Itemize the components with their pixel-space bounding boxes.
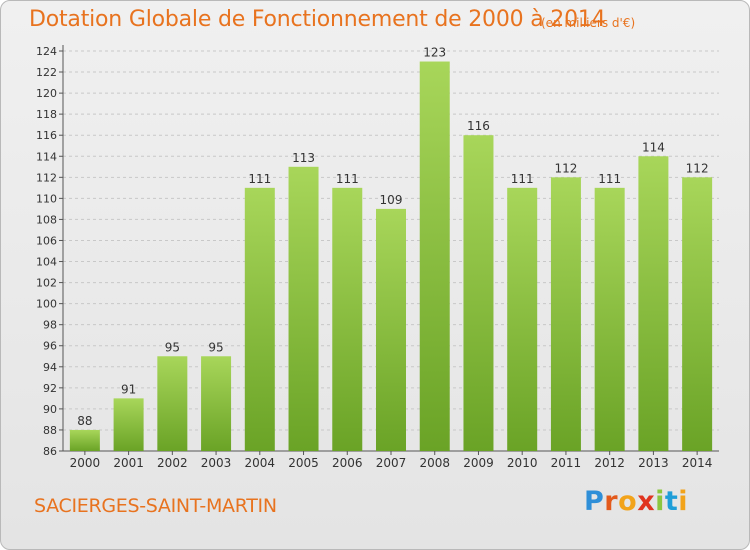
y-tick-label: 88 (43, 424, 57, 437)
x-tick-label: 2010 (507, 456, 538, 470)
y-tick-label: 118 (36, 108, 57, 121)
logo-letter: o (618, 486, 638, 517)
y-tick-label: 92 (43, 382, 57, 395)
bar (332, 187, 363, 451)
x-tick-label: 2008 (419, 456, 450, 470)
x-tick-label: 2011 (551, 456, 582, 470)
bar (288, 166, 319, 451)
bar-value-label: 112 (686, 161, 709, 175)
bar-value-label: 123 (423, 46, 446, 60)
bar-value-label: 111 (336, 172, 359, 186)
chart-title: Dotation Globale de Fonctionnement de 20… (29, 7, 606, 32)
x-tick-label: 2002 (157, 456, 188, 470)
x-tick-label: 2014 (682, 456, 713, 470)
bars (69, 61, 713, 452)
x-tick-label: 2000 (70, 456, 101, 470)
y-tick-label: 102 (36, 277, 57, 290)
chart-subtitle: (en milliers d'€) (541, 16, 636, 30)
x-tick-label: 2004 (245, 456, 276, 470)
bar (550, 177, 581, 451)
bar-value-label: 109 (380, 193, 403, 207)
y-tick-label: 124 (36, 45, 57, 58)
y-tick-label: 104 (36, 256, 57, 269)
bar-value-label: 112 (554, 161, 577, 175)
x-tick-label: 2013 (638, 456, 669, 470)
logo-letter: x (637, 486, 656, 517)
logo-letter: i (678, 486, 689, 517)
bar (682, 177, 713, 451)
bar-value-label: 114 (642, 140, 665, 154)
proxiti-logo[interactable]: Proxiti (584, 486, 688, 517)
y-tick-label: 106 (36, 234, 57, 247)
bar-value-label: 95 (165, 340, 180, 354)
bar (419, 61, 450, 452)
commune-name: SACIERGES-SAINT-MARTIN (34, 495, 277, 517)
bar (69, 429, 100, 451)
bar (376, 208, 406, 451)
bar-value-label: 95 (208, 340, 223, 354)
bar (463, 135, 494, 452)
y-tick-label: 122 (36, 66, 57, 79)
y-tick-label: 112 (36, 171, 57, 184)
logo-letter: i (655, 486, 665, 517)
x-tick-label: 2009 (463, 456, 494, 470)
bar-value-label: 113 (292, 151, 315, 165)
bar-value-label: 91 (121, 382, 136, 396)
y-tick-label: 98 (43, 319, 57, 332)
y-tick-label: 108 (36, 213, 57, 226)
x-tick-label: 2006 (332, 456, 363, 470)
y-tick-label: 94 (43, 361, 57, 374)
bar (244, 187, 275, 451)
bar (638, 156, 669, 451)
logo-letter: P (584, 486, 605, 517)
y-tick-label: 120 (36, 87, 57, 100)
x-tick-label: 2012 (594, 456, 625, 470)
x-tick-label: 2005 (288, 456, 319, 470)
y-tick-label: 116 (36, 129, 57, 142)
bar-value-label: 111 (598, 172, 621, 186)
logo-letter: r (604, 486, 619, 517)
y-tick-label: 110 (36, 192, 57, 205)
bar (507, 187, 538, 451)
x-tick-label: 2001 (113, 456, 144, 470)
bar-value-label: 111 (511, 172, 534, 186)
bar-value-label: 111 (248, 172, 271, 186)
logo-letter: t (664, 486, 679, 517)
x-tick-label: 2003 (201, 456, 232, 470)
bar (157, 356, 188, 451)
bar-value-label: 88 (77, 414, 92, 428)
bar (113, 398, 144, 451)
x-tick-label: 2007 (376, 456, 407, 470)
y-tick-label: 96 (43, 340, 57, 353)
bar (201, 356, 232, 451)
bar-value-label: 116 (467, 119, 490, 133)
labels: 86 88 90 92 94 96 98 100 102 104 106 108 110 112 114 11… (36, 45, 712, 470)
y-tick-label: 90 (43, 403, 57, 416)
bar (594, 187, 625, 451)
y-tick-label: 100 (36, 298, 57, 311)
y-tick-label: 114 (36, 150, 57, 163)
y-tick-label: 86 (43, 445, 57, 458)
